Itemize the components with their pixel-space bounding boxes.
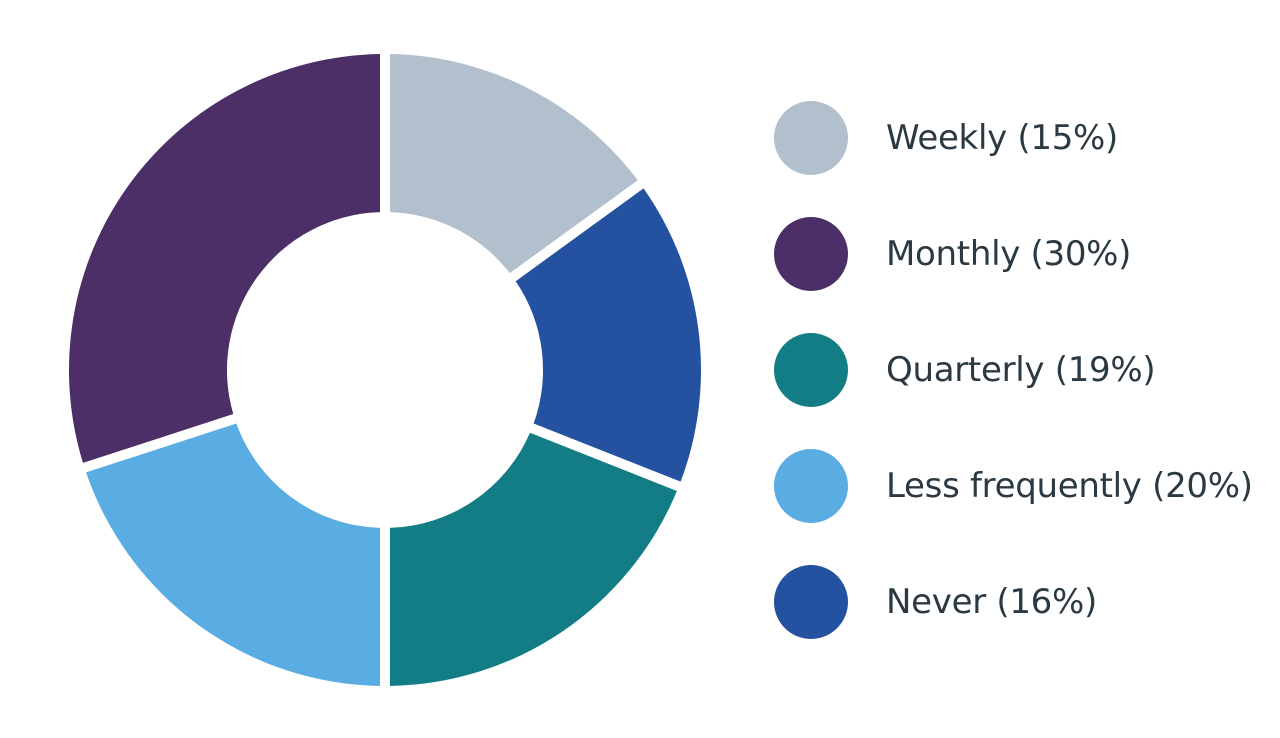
slice-weekly	[390, 54, 638, 274]
legend-label-never: Never (16%)	[886, 582, 1097, 622]
legend-item-weekly: Weekly (15%)	[774, 101, 1274, 175]
legend-swatch-quarterly	[774, 333, 848, 407]
legend-swatch-never	[774, 565, 848, 639]
legend-swatch-monthly	[774, 217, 848, 291]
legend-label-weekly: Weekly (15%)	[886, 118, 1119, 158]
slice-quarterly	[390, 432, 677, 686]
donut-chart	[69, 54, 701, 686]
legend-item-less-frequently: Less frequently (20%)	[774, 449, 1274, 523]
legend-item-quarterly: Quarterly (19%)	[774, 333, 1274, 407]
legend-label-quarterly: Quarterly (19%)	[886, 350, 1156, 390]
legend-swatch-less-frequently	[774, 449, 848, 523]
slice-never	[515, 188, 701, 482]
legend-label-less-frequently: Less frequently (20%)	[886, 466, 1253, 506]
legend-label-monthly: Monthly (30%)	[886, 234, 1132, 274]
slice-monthly	[69, 54, 380, 463]
legend-item-monthly: Monthly (30%)	[774, 217, 1274, 291]
chart-legend: Weekly (15%) Monthly (30%) Quarterly (19…	[774, 101, 1274, 681]
slice-less-frequently	[86, 423, 381, 686]
legend-item-never: Never (16%)	[774, 565, 1274, 639]
legend-swatch-weekly	[774, 101, 848, 175]
